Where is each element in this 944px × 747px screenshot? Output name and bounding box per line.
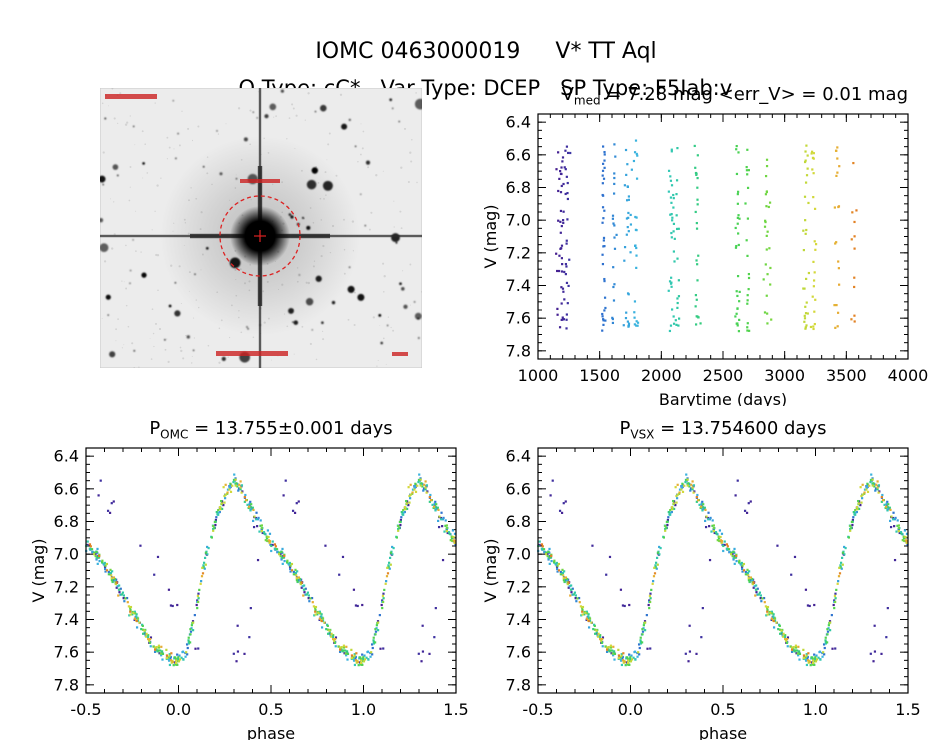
- vsx-chart-title-sub: VSX: [630, 427, 655, 442]
- x-tick-label: 1000: [518, 366, 559, 385]
- plot-frame: [85, 447, 457, 694]
- tick-labels: -0.5 0.0 0.5 1.0 1.5 6.4 6.6 6.8 7.0 7.2 7.4 7.6 7.8: [506, 447, 921, 719]
- lightcurve-time-chart: Vmed = 7.28 mag <err_V> = 0.01 mag 1000 1…: [480, 84, 944, 406]
- axes: [537, 447, 909, 694]
- omc-chart-title-rest: = 13.755±0.001 days: [188, 418, 393, 439]
- phase-folded-omc-chart: POMC = 13.755±0.001 days -0.5 0.0 0.5 1.0 1.…: [28, 418, 492, 740]
- y-axis-label: V (mag): [481, 204, 500, 268]
- x-tick-label: 4000: [888, 366, 929, 385]
- x-axis-label: Barytime (days): [659, 390, 787, 406]
- plot-frame: [537, 447, 909, 694]
- x-tick-label: 3000: [764, 366, 805, 385]
- y-axis-label: V (mag): [481, 538, 500, 602]
- page-title-text: IOMC 0463000019 V* TT Aql: [315, 39, 657, 64]
- y-tick-label: 7.2: [506, 577, 531, 596]
- omc-chart-title-sub: OMC: [160, 427, 189, 442]
- y-tick-label: 7.6: [54, 643, 79, 662]
- time-chart-title: Vmed = 7.28 mag <err_V> = 0.01 mag: [480, 84, 908, 108]
- tick-labels: 1000 1500 2000 2500 3000 3500 4000 6.4 6.6 6.8 7.0…: [506, 113, 929, 385]
- y-tick-label: 6.6: [506, 145, 531, 164]
- scatter-points: [555, 139, 858, 333]
- scatter-points: [537, 473, 909, 667]
- x-axis-label: phase: [247, 724, 295, 740]
- y-tick-label: 7.0: [506, 545, 531, 564]
- y-tick-label: 6.4: [506, 447, 531, 466]
- y-tick-label: 6.8: [506, 512, 531, 531]
- y-tick-label: 7.8: [506, 675, 531, 694]
- vsx-chart-title-prefix: P: [619, 418, 631, 439]
- vsx-chart-title: PVSX = 13.754600 days: [538, 418, 908, 442]
- y-tick-label: 6.8: [54, 512, 79, 531]
- x-tick-label: 1.5: [443, 700, 468, 719]
- y-tick-label: 7.4: [506, 276, 531, 295]
- phase-folded-vsx-chart: PVSX = 13.754600 days -0.5 0.0 0.5 1.0 1.5 6.…: [480, 418, 944, 740]
- x-tick-label: 0.5: [258, 700, 283, 719]
- x-tick-label: -0.5: [522, 700, 553, 719]
- x-tick-label: 2000: [641, 366, 682, 385]
- y-tick-label: 6.4: [506, 113, 531, 132]
- page-title: IOMC 0463000019 V* TT Aql: [0, 14, 944, 89]
- y-tick-label: 6.4: [54, 447, 79, 466]
- y-tick-label: 7.6: [506, 309, 531, 328]
- target-circle-marker: [219, 195, 301, 277]
- time-chart-title-rest: = 7.28 mag <err_V> = 0.01 mag: [600, 84, 908, 105]
- y-tick-label: 7.4: [54, 610, 79, 629]
- x-tick-label: 1.0: [803, 700, 828, 719]
- omc-chart-title-prefix: P: [149, 418, 161, 439]
- red-annotation-marks: [105, 94, 408, 356]
- time-chart-title-sub: med: [573, 93, 601, 108]
- y-tick-label: 6.6: [506, 479, 531, 498]
- y-tick-label: 7.2: [54, 577, 79, 596]
- x-axis-label: phase: [699, 724, 747, 740]
- tick-labels: -0.5 0.0 0.5 1.0 1.5 6.4 6.6 6.8 7.0 7.2 7.4 7.6 7.8: [54, 447, 469, 719]
- x-tick-label: 0.0: [166, 700, 191, 719]
- y-axis-label: V (mag): [29, 538, 48, 602]
- x-tick-label: 0.5: [710, 700, 735, 719]
- time-chart-plot: 1000 1500 2000 2500 3000 3500 4000 6.4 6.6 6.8 7.0…: [481, 113, 929, 406]
- time-chart-title-prefix: V: [561, 84, 574, 105]
- omc-chart-plot: -0.5 0.0 0.5 1.0 1.5 6.4 6.6 6.8 7.0 7.2 7.4 7.6 7.8…: [29, 447, 469, 740]
- y-tick-label: 7.2: [506, 243, 531, 262]
- axes: [537, 113, 909, 360]
- x-tick-label: 0.0: [618, 700, 643, 719]
- x-tick-label: 1.0: [351, 700, 376, 719]
- x-tick-label: 1.5: [895, 700, 920, 719]
- x-tick-label: 2500: [703, 366, 744, 385]
- omc-chart-title: POMC = 13.755±0.001 days: [86, 418, 456, 442]
- vsx-chart-plot: -0.5 0.0 0.5 1.0 1.5 6.4 6.6 6.8 7.0 7.2 7.4 7.6 7.8…: [481, 447, 921, 740]
- target-cross-marker: [254, 230, 266, 242]
- x-tick-label: 3500: [826, 366, 867, 385]
- axes: [85, 447, 457, 694]
- x-tick-label: -0.5: [70, 700, 101, 719]
- vsx-chart-title-rest: = 13.754600 days: [654, 418, 827, 439]
- y-tick-label: 7.6: [506, 643, 531, 662]
- y-tick-label: 6.8: [506, 178, 531, 197]
- plot-frame: [537, 113, 909, 360]
- y-tick-label: 7.8: [506, 341, 531, 360]
- y-tick-label: 7.0: [54, 545, 79, 564]
- x-tick-label: 1500: [579, 366, 620, 385]
- y-tick-label: 7.8: [54, 675, 79, 694]
- finder-chart-svg: [98, 87, 426, 369]
- y-tick-label: 7.0: [506, 211, 531, 230]
- y-tick-label: 7.4: [506, 610, 531, 629]
- y-tick-label: 6.6: [54, 479, 79, 498]
- finder-chart-image: [98, 87, 426, 369]
- scatter-points: [85, 473, 457, 667]
